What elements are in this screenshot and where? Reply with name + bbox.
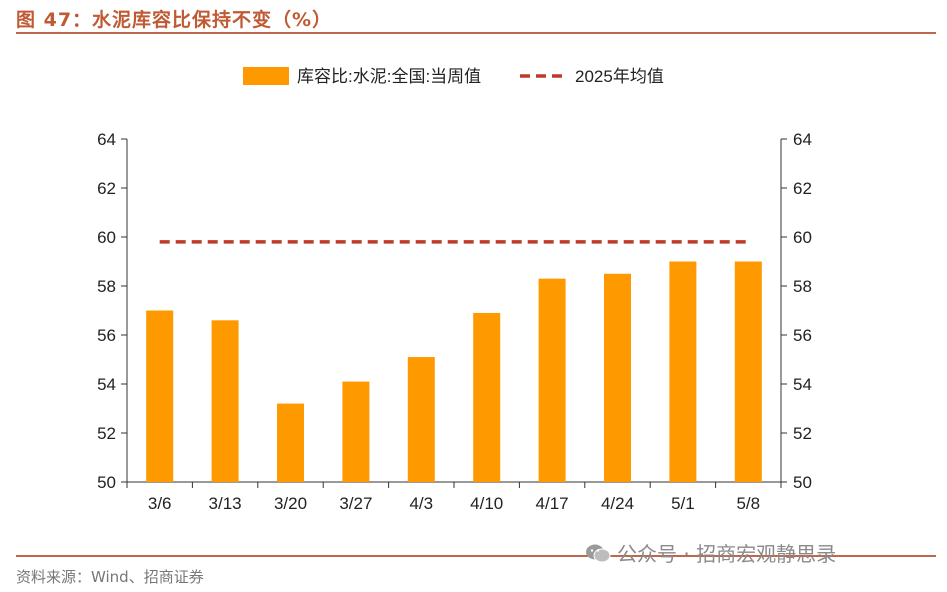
y-tick-label-left: 56 <box>97 326 116 345</box>
wechat-icon <box>586 544 611 562</box>
y-tick-label-right: 62 <box>793 179 812 198</box>
legend-swatch-bar <box>243 67 289 85</box>
y-tick-label-left: 54 <box>97 375 116 394</box>
bar <box>538 278 566 482</box>
y-tick-label-left: 62 <box>97 179 116 198</box>
x-tick-label: 4/3 <box>409 494 433 513</box>
y-tick-label-right: 60 <box>793 228 812 247</box>
y-tick-label-left: 52 <box>97 424 116 443</box>
bar <box>146 310 174 482</box>
y-tick-label-right: 58 <box>793 277 812 296</box>
y-tick-label-left: 64 <box>97 130 116 149</box>
y-tick-label-left: 50 <box>97 473 116 492</box>
legend-label-bar: 库容比:水泥:全国:当周值 <box>297 67 481 86</box>
bar <box>342 381 370 482</box>
footer-divider <box>16 555 936 557</box>
y-tick-label-right: 50 <box>793 473 812 492</box>
x-tick-label: 3/6 <box>148 494 172 513</box>
bar <box>473 312 501 482</box>
y-tick-label-left: 58 <box>97 277 116 296</box>
y-tick-label-right: 56 <box>793 326 812 345</box>
x-tick-label: 4/10 <box>470 494 503 513</box>
x-tick-label: 3/27 <box>339 494 372 513</box>
x-tick-label: 4/17 <box>536 494 569 513</box>
y-tick-label-right: 54 <box>793 375 812 394</box>
x-tick-label: 5/8 <box>736 494 760 513</box>
chart-legend: 库容比:水泥:全国:当周值 2025年均值 <box>243 67 664 86</box>
figure-title: 图 47：水泥库容比保持不变（%） <box>16 9 333 31</box>
bar <box>277 403 304 482</box>
x-tick-label: 5/1 <box>671 494 695 513</box>
watermark-text: 公众号 · 招商宏观静思录 <box>617 542 837 566</box>
watermark: 公众号 · 招商宏观静思录 <box>585 538 836 567</box>
x-tick-label: 4/24 <box>601 494 634 513</box>
x-tick-label: 3/20 <box>274 494 307 513</box>
y-tick-label-right: 64 <box>793 130 812 149</box>
legend-label-average: 2025年均值 <box>575 67 664 86</box>
bar <box>407 357 435 482</box>
y-tick-label-right: 52 <box>793 424 812 443</box>
x-tick-label: 3/13 <box>209 494 242 513</box>
title-divider <box>16 32 936 34</box>
source-note: 资料来源：Wind、招商证券 <box>16 568 204 586</box>
y-tick-label-left: 60 <box>97 228 116 247</box>
bar <box>734 261 762 482</box>
bar-chart: 库容比:水泥:全国:当周值 2025年均值 50 52 54 56 58 60 62 64 50… <box>97 67 812 513</box>
bar <box>669 261 697 482</box>
bar <box>604 273 631 482</box>
bar <box>211 320 239 482</box>
